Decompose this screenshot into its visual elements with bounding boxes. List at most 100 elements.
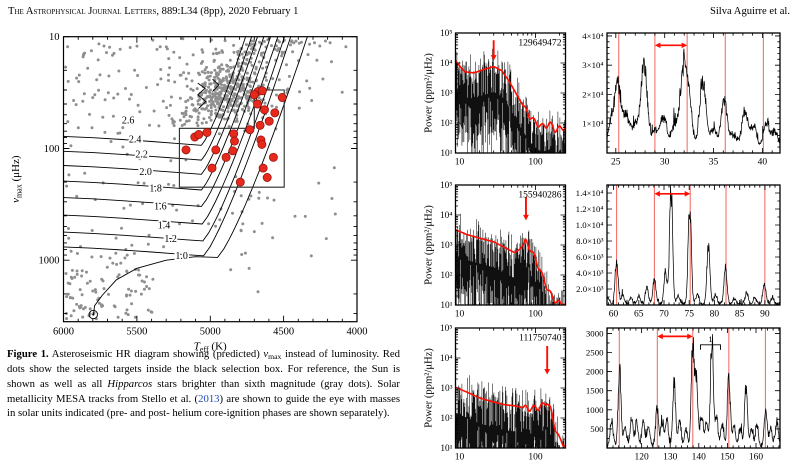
left-y-tick-label: 10³ (440, 384, 452, 394)
power-axis-title: Power (ppm²/μHz) (424, 205, 435, 285)
mass-label: 2.2 (135, 149, 148, 160)
mass-label: 2.6 (122, 116, 135, 127)
left-y-tick-label: 10² (440, 119, 452, 129)
star-id-label: 111750740 (519, 333, 562, 344)
caption-reference-link[interactable]: 2013 (198, 392, 220, 405)
right-y-tick-label: 500 (590, 424, 604, 434)
star-id-label: 129649472 (518, 38, 561, 49)
figure-caption: Figure 1. Asteroseismic HR diagram showi… (7, 348, 400, 420)
smoothed-power-curve (455, 386, 566, 448)
mass-label: 1.6 (154, 202, 167, 213)
hr-diagram-plot: 2.6 2.4 2.2 2.0 1.8 1.6 1.4 1.2 1.0 6000 5500 5000 4… (10, 32, 368, 354)
mass-label: 2.0 (139, 167, 152, 178)
right-y-tick-label: 2×10⁴ (582, 89, 603, 99)
numax-arrowhead (490, 55, 497, 61)
hr-x-tick-label: 5500 (126, 327, 147, 338)
left-x-tick-label: 10 (455, 310, 465, 320)
zoomed-power-spectrum (607, 48, 780, 148)
left-y-tick-label: 10⁵ (440, 324, 453, 334)
right-x-tick-label: 160 (749, 453, 764, 463)
raw-power-spectrum (455, 213, 566, 305)
power-axis-title: Power (ppm²/μHz) (424, 348, 435, 428)
right-y-tick-label: 1.0×10⁴ (576, 220, 604, 230)
page-header: The Astrophysical Journal Letters, 889:L… (8, 6, 790, 17)
left-y-tick-label: 10³ (440, 241, 452, 251)
right-x-tick-label: 35 (709, 158, 719, 168)
smoothed-power-curve (455, 60, 566, 134)
power-axis-title: Power (ppm²/μHz) (424, 53, 435, 133)
right-y-tick-label: 6.0×10³ (576, 252, 604, 262)
journal-citation: The Astrophysical Journal Letters, 889:L… (8, 6, 298, 17)
zoomed-power-spectrum (607, 185, 780, 305)
right-x-tick-label: 80 (710, 310, 720, 320)
hr-gray-stars (64, 37, 348, 321)
left-x-tick-label: 100 (528, 453, 543, 463)
numax-arrowhead (523, 214, 529, 221)
right-x-tick-label: 130 (663, 453, 678, 463)
right-y-tick-label: 1500 (586, 386, 604, 396)
right-y-tick-label: 8.0×10³ (576, 236, 604, 246)
sun-symbol (88, 309, 98, 320)
right-y-tick-label: 3000 (586, 328, 604, 338)
left-y-tick-label: 10⁴ (440, 59, 453, 69)
hr-selection-box (178, 89, 285, 188)
smoothed-power-curve (455, 228, 566, 305)
power-panel-row-3: 111750740 10 100 10¹ 10² 10³ 10⁴ 10⁵ Power (ppm²… (424, 324, 781, 463)
zoomed-spectrum-panel: 60 65 70 75 80 85 90 2.0×10³ 4.0×10³ 6.0×10³ 8.0×1… (576, 184, 781, 320)
hr-y-axis-title: νmax (μHz) (10, 155, 24, 203)
right-x-tick-label: 85 (735, 310, 745, 320)
left-y-tick-label: 10³ (440, 89, 452, 99)
right-y-tick-label: 1.4×10⁴ (576, 188, 604, 198)
left-y-tick-label: 10⁴ (440, 211, 453, 221)
authors: Silva Aguirre et al. (709, 6, 790, 17)
mass-label: 1.0 (175, 251, 188, 262)
right-y-tick-label: 2500 (586, 347, 604, 357)
numax-arrowhead (544, 369, 551, 375)
left-x-tick-label: 100 (528, 310, 543, 320)
power-spectrum-panel: 111750740 10 100 10¹ 10² 10³ 10⁴ 10⁵ Power (ppm²… (424, 324, 567, 463)
journal-issue: , 889:L34 (8pp), 2020 February 1 (156, 6, 299, 17)
right-x-tick-label: 140 (692, 453, 707, 463)
right-y-tick-label: 2000 (586, 367, 604, 377)
power-panel-row-2: 155940286 10 100 10¹ 10² 10³ 10⁴ 10⁵ Power (ppm²… (424, 181, 781, 320)
left-x-tick-label: 10 (455, 453, 465, 463)
hr-target-dots (181, 86, 287, 187)
right-y-tick-label: 2.0×10³ (576, 284, 604, 294)
hr-x-tick-label: 5000 (200, 327, 221, 338)
zoomed-spectrum-panel: 25 30 35 40 1×10⁴ 2×10⁴ 3×10⁴ 4×10⁴ (582, 31, 781, 168)
hr-x-axis-title: Teff (K) (194, 341, 227, 355)
right-x-tick-label: 40 (758, 158, 768, 168)
left-y-tick-label: 10¹ (440, 149, 452, 159)
right-x-tick-label: 90 (760, 310, 770, 320)
hr-axes: 6000 5500 5000 4500 4000 10 100 1000 Teff (K) νma… (10, 32, 368, 354)
left-y-tick-label: 10¹ (440, 301, 452, 311)
left-y-tick-label: 10² (440, 271, 452, 281)
hr-x-tick-label: 4000 (347, 327, 368, 338)
right-y-tick-label: 3×10⁴ (582, 60, 603, 70)
power-spectrum-panel: 155940286 10 100 10¹ 10² 10³ 10⁴ 10⁵ Power (ppm²… (424, 181, 567, 320)
star-id-label: 155940286 (518, 190, 561, 201)
right-x-tick-label: 75 (684, 310, 694, 320)
hr-mass-labels: 2.6 2.4 2.2 2.0 1.8 1.6 1.4 1.2 1.0 (120, 114, 189, 264)
zoomed-spectrum-panel: 1 120 130 140 150 160 500 1000 1500 2000 2500 3000 (586, 327, 781, 463)
right-x-tick-label: 120 (634, 453, 649, 463)
l1-bracket-label: 1 (708, 334, 712, 344)
right-x-tick-label: 25 (611, 158, 621, 168)
raw-power-spectrum (455, 48, 566, 153)
right-x-tick-label: 150 (720, 453, 735, 463)
left-y-tick-label: 10¹ (440, 444, 452, 454)
zoomed-power-spectrum (607, 334, 780, 448)
right-x-tick-label: 65 (634, 310, 644, 320)
right-y-tick-label: 4.0×10³ (576, 268, 604, 278)
hr-y-tick-label: 100 (44, 144, 60, 155)
hr-x-tick-label: 4500 (273, 327, 294, 338)
left-y-tick-label: 10⁴ (440, 354, 453, 364)
mass-label: 1.8 (149, 184, 162, 195)
mass-label: 1.2 (164, 234, 177, 245)
left-y-tick-label: 10⁵ (440, 29, 453, 39)
raw-power-spectrum (455, 375, 566, 448)
left-y-tick-label: 10² (440, 414, 452, 424)
left-x-tick-label: 10 (455, 158, 465, 168)
